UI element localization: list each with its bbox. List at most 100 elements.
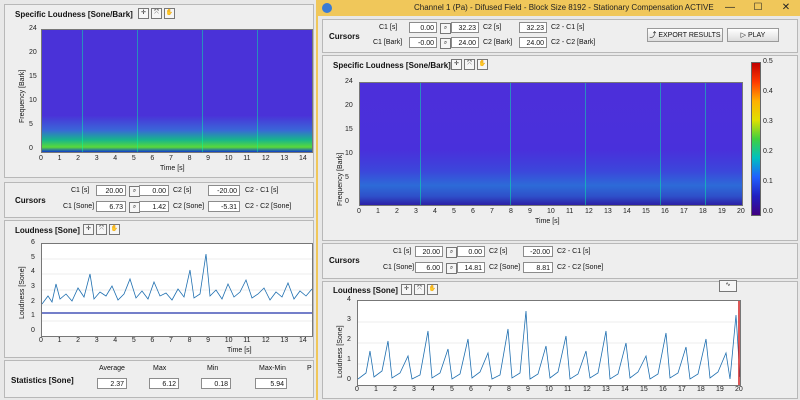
- x-tick-label: 20: [735, 386, 743, 393]
- close-button[interactable]: ✕: [781, 2, 791, 13]
- left-c1-sone-field[interactable]: 6.73: [96, 201, 126, 212]
- minimize-button[interactable]: —: [725, 2, 735, 13]
- right-loudness-tools: ✛ ⤧ ✋: [401, 284, 438, 295]
- right-c2-s-field[interactable]: 32.23: [451, 22, 479, 33]
- pan-icon[interactable]: ✋: [477, 59, 488, 70]
- right-diff-bark-label: C2 - C2 [Bark]: [551, 39, 596, 46]
- right-cursors2-title: Cursors: [329, 256, 360, 265]
- x-tick-label: 8: [509, 208, 513, 215]
- right-cursors2-panel: Cursors C1 [s] 20.00 ⌕ 0.00 C2 [s] -20.0…: [322, 243, 798, 279]
- left-c1-s-field[interactable]: 20.00: [96, 185, 126, 196]
- search-icon[interactable]: ⌕: [446, 247, 457, 258]
- play-button[interactable]: ▷ PLAY: [727, 28, 779, 42]
- x-tick-label: 13: [280, 155, 289, 162]
- right-specific-ylabel: Frequency [Bark]: [337, 152, 344, 206]
- pan-icon[interactable]: ✋: [164, 8, 175, 19]
- zoom-icon[interactable]: ⤧: [464, 59, 475, 70]
- left-c2-sone-field[interactable]: 1.42: [139, 201, 169, 212]
- stats-range-header: Max-Min: [259, 365, 286, 372]
- left-diff-s-field[interactable]: -20.00: [208, 185, 240, 196]
- right-specific-heatmap[interactable]: [359, 82, 743, 206]
- x-tick-label: 14: [623, 208, 631, 215]
- x-tick-label: 7: [169, 155, 173, 162]
- y-tick-label: 2: [31, 297, 35, 305]
- x-tick-label: 8: [187, 155, 192, 162]
- right2-c2-sone-field[interactable]: 14.81: [457, 262, 485, 273]
- right-c2-s-label: C2 [s]: [483, 24, 502, 31]
- left-diff-sone-field[interactable]: -5.31: [208, 201, 240, 212]
- x-tick-label: 3: [412, 386, 416, 393]
- right2-diff-sone-field[interactable]: 8.81: [523, 262, 553, 273]
- x-tick-label: 5: [131, 155, 136, 162]
- right-specific-loudness-panel: Specific Loudness [Sone/Bark] ✛ ⤧ ✋ Freq…: [322, 55, 798, 241]
- x-tick-label: 2: [395, 208, 399, 215]
- heat-stripe: [705, 83, 706, 205]
- right-c1-s-field[interactable]: 0.00: [409, 22, 437, 33]
- y-tick-label: 3: [31, 283, 35, 290]
- stats-max-header: Max: [153, 365, 167, 372]
- x-tick-label: 6: [471, 208, 475, 215]
- x-tick-label: 19: [718, 208, 726, 215]
- x-tick-label: 14: [299, 337, 307, 344]
- right-c1-bark-field[interactable]: -0.00: [409, 37, 437, 48]
- x-tick-label: 11: [566, 208, 574, 215]
- right-diff-s-field[interactable]: 32.23: [519, 22, 547, 33]
- left-specific-heatmap[interactable]: [41, 29, 313, 153]
- pan-icon[interactable]: ✋: [427, 284, 438, 295]
- y-tick-label: 0: [345, 198, 349, 205]
- right2-c1-s-field[interactable]: 20.00: [415, 246, 443, 257]
- right-c2-bark-field[interactable]: 24.00: [451, 37, 479, 48]
- crosshair-icon[interactable]: ✛: [451, 59, 462, 70]
- right2-c2-s-label: C2 [s]: [489, 248, 508, 255]
- right2-c1-s-label: C1 [s]: [393, 248, 412, 255]
- export-results-button[interactable]: ⤴ EXPORT RESULTS: [647, 28, 723, 42]
- right-loudness-plot[interactable]: [357, 300, 741, 386]
- right2-c1-sone-field[interactable]: 6.00: [415, 262, 443, 273]
- export-icon: ⤴: [649, 32, 659, 39]
- heat-stripe: [660, 83, 661, 205]
- zoom-icon[interactable]: ⤧: [151, 8, 162, 19]
- x-tick-label: 5: [452, 208, 456, 215]
- left-loudness-plot[interactable]: [41, 243, 313, 337]
- crosshair-icon[interactable]: ✛: [138, 8, 149, 19]
- right2-diff-s-field[interactable]: -20.00: [523, 246, 553, 257]
- right2-c2-s-field[interactable]: 0.00: [457, 246, 485, 257]
- y-tick-label: 15: [29, 73, 37, 80]
- x-tick-label: 17: [678, 386, 686, 393]
- zoom-icon[interactable]: ⤧: [414, 284, 425, 295]
- search-icon[interactable]: ⌕: [446, 263, 457, 274]
- x-tick-label: 12: [261, 337, 270, 344]
- left-c2-sone-label: C2 [Sone]: [173, 203, 205, 210]
- y-tick-label: 24: [29, 25, 37, 32]
- y-tick-label: 1: [347, 356, 351, 363]
- heat-stripe: [257, 30, 258, 152]
- right-pane: Cursors C1 [s] 0.00 ⌕ 32.23 C2 [s] 32.23…: [318, 16, 800, 400]
- pan-icon[interactable]: ✋: [109, 224, 120, 235]
- heat-stripe: [420, 83, 421, 205]
- zoom-icon[interactable]: ⤧: [96, 224, 107, 235]
- stats-average-field: 2.37: [97, 378, 127, 389]
- y-tick-label: 10: [345, 150, 353, 157]
- legend-line-icon[interactable]: ∿: [719, 280, 737, 292]
- x-tick-label: 1: [374, 386, 378, 393]
- x-tick-label: 0: [39, 337, 43, 344]
- y-tick-label: 6: [31, 239, 35, 246]
- crosshair-icon[interactable]: ✛: [83, 224, 94, 235]
- left-c1-label: C1 [s]: [71, 187, 90, 194]
- x-tick-label: 6: [469, 386, 473, 393]
- left-c2-s-field[interactable]: 0.00: [139, 185, 169, 196]
- maximize-button[interactable]: ☐: [753, 2, 763, 13]
- x-tick-label: 3: [94, 337, 99, 344]
- right-diff-bark-field[interactable]: 24.00: [519, 37, 547, 48]
- right-loudness-panel: Loudness [Sone] ✛ ⤧ ✋ ∿ Loudness [Sone] …: [322, 280, 798, 399]
- y-tick-label: 0: [347, 376, 351, 383]
- heat-stripe: [585, 83, 586, 205]
- x-tick-label: 4: [113, 155, 118, 162]
- play-icon: ▷: [740, 32, 748, 39]
- search-icon[interactable]: ⌕: [440, 38, 451, 49]
- crosshair-icon[interactable]: ✛: [401, 284, 412, 295]
- y-tick-label: 4: [347, 296, 351, 303]
- y-tick-label: 5: [29, 121, 33, 128]
- search-icon[interactable]: ⌕: [440, 23, 451, 34]
- right-loudness-title: Loudness [Sone]: [333, 286, 398, 295]
